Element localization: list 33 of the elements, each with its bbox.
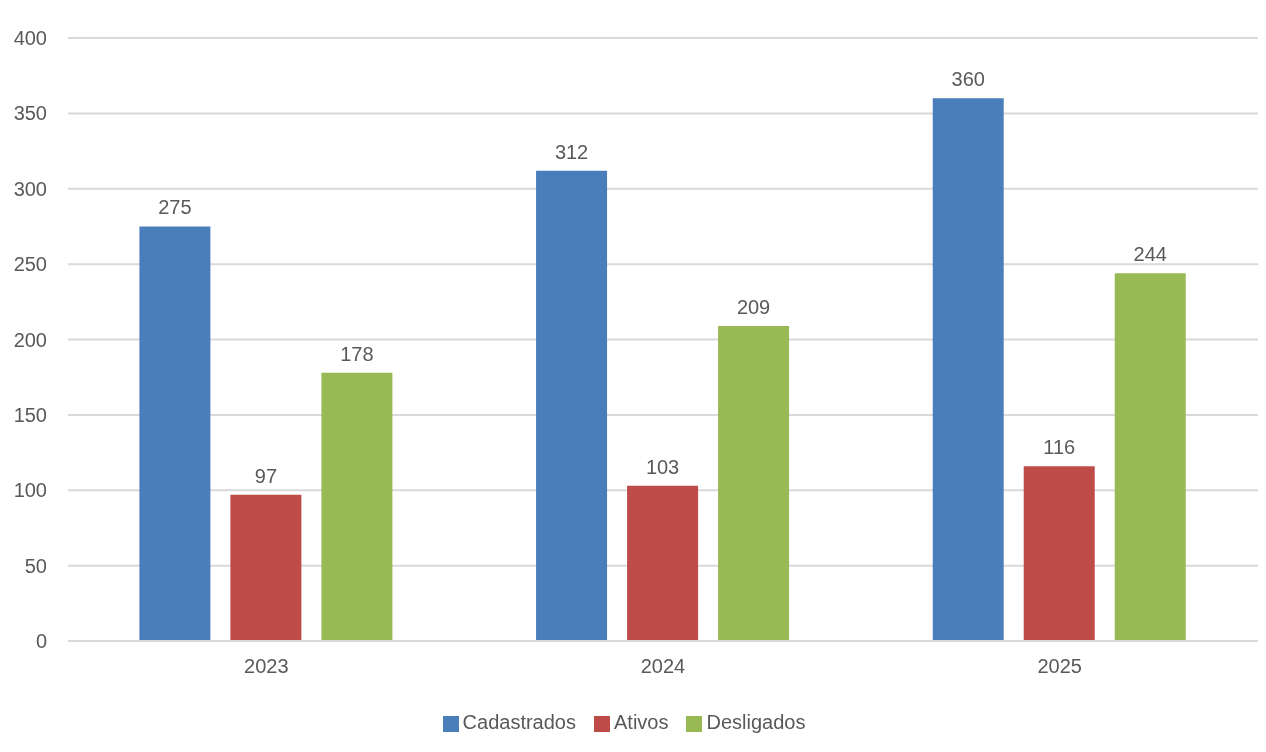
bar bbox=[932, 98, 1004, 641]
y-tick-label: 250 bbox=[13, 253, 47, 276]
x-tick-label: 2023 bbox=[244, 655, 289, 678]
y-tick-label: 0 bbox=[35, 630, 47, 653]
legend-label: Desligados bbox=[706, 711, 806, 733]
y-tick-label: 50 bbox=[24, 554, 47, 577]
y-tick-label: 150 bbox=[13, 403, 47, 426]
y-tick-label: 100 bbox=[13, 479, 47, 502]
y-tick-label: 350 bbox=[13, 102, 47, 125]
data-label: 178 bbox=[340, 342, 374, 365]
bar bbox=[321, 372, 393, 641]
data-label: 360 bbox=[951, 68, 985, 91]
bar bbox=[1023, 466, 1095, 641]
bar bbox=[139, 226, 211, 641]
data-label: 275 bbox=[158, 196, 192, 219]
data-label: 209 bbox=[736, 295, 771, 318]
bar bbox=[230, 494, 302, 641]
y-tick-label: 200 bbox=[13, 328, 47, 351]
bar bbox=[627, 485, 699, 641]
x-tick-label: 2024 bbox=[640, 655, 686, 678]
bar bbox=[536, 170, 608, 641]
bar bbox=[718, 325, 790, 641]
y-tick-label: 400 bbox=[13, 27, 47, 50]
y-tick-label: 300 bbox=[13, 177, 47, 200]
data-label: 244 bbox=[1133, 243, 1167, 266]
bar bbox=[1114, 273, 1186, 641]
data-label: 312 bbox=[554, 140, 589, 163]
legend-label: Ativos bbox=[613, 711, 669, 733]
data-label: 116 bbox=[1043, 436, 1076, 459]
data-label: 103 bbox=[645, 455, 680, 478]
data-label: 97 bbox=[254, 464, 278, 487]
x-tick-label: 2025 bbox=[1037, 655, 1082, 678]
legend-label: Cadastrados bbox=[462, 711, 576, 733]
